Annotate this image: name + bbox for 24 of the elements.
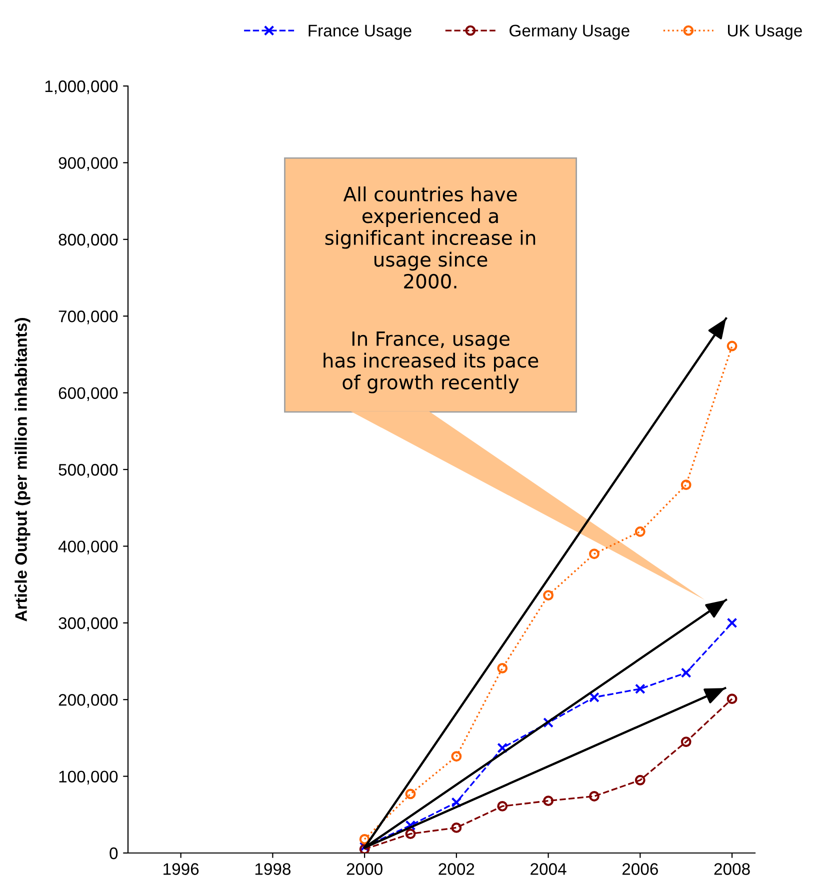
x-tick-label: 2004 — [530, 863, 566, 875]
y-tick-label: 600,000 — [58, 387, 118, 401]
y-tick-label: 400,000 — [58, 540, 118, 554]
y-tick-label: 0 — [110, 847, 118, 860]
y-tick-label: 900,000 — [58, 157, 118, 171]
y-tick-label: 1,000,000 — [45, 80, 118, 94]
annotation: All countries have experienced a significant increase in usage since 2000. — [325, 186, 536, 289]
legend-label: UK Usage — [728, 24, 802, 40]
y-tick-label: 300,000 — [58, 617, 118, 632]
y-tick-label: 100,000 — [59, 770, 118, 784]
y-tick-label: 200,000 — [58, 694, 118, 708]
legend-label: France Usage — [308, 24, 412, 40]
x-tick-label: 1996 — [164, 863, 199, 875]
legend-label: Germany Usage — [510, 24, 630, 40]
y-axis-title: Article Output (per million inhabitants) — [14, 318, 30, 622]
x-tick-label: 2006 — [622, 863, 658, 875]
x-tick-label: 1998 — [255, 863, 291, 875]
y-tick-label: 700,000 — [58, 310, 118, 324]
annotation: In France, usage has increased its pace of growth recently — [324, 332, 538, 394]
x-tick-label: 2000 — [346, 863, 382, 875]
x-tick-label: 2002 — [438, 863, 474, 875]
x-tick-label: 2008 — [714, 863, 750, 875]
y-tick-label: 800,000 — [58, 234, 118, 248]
y-tick-label: 500,000 — [58, 464, 118, 478]
